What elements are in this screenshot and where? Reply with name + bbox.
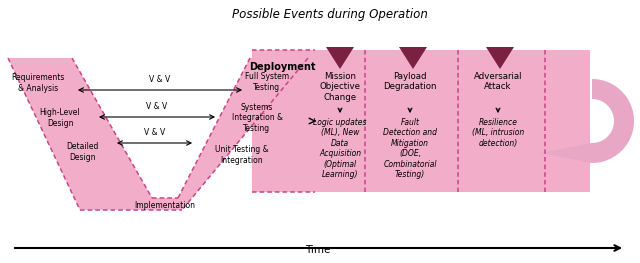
Text: Full System
Testing: Full System Testing	[245, 72, 289, 92]
Text: Logic updates
(ML), New
Data
Acquisition
(Optimal
Learning): Logic updates (ML), New Data Acquisition…	[313, 118, 367, 179]
Text: Deployment: Deployment	[249, 62, 316, 72]
Text: Time: Time	[305, 245, 331, 255]
Text: Systems
Integration &
Testing: Systems Integration & Testing	[232, 103, 282, 133]
Polygon shape	[8, 58, 308, 210]
Text: Requirements
& Analysis: Requirements & Analysis	[12, 73, 65, 93]
Text: V & V: V & V	[147, 102, 168, 111]
Text: Resilience
(ML, intrusion
detection): Resilience (ML, intrusion detection)	[472, 118, 524, 148]
Polygon shape	[326, 47, 354, 69]
Text: Adversarial
Attack: Adversarial Attack	[474, 72, 522, 92]
Text: Mission
Objective
Change: Mission Objective Change	[319, 72, 360, 102]
Text: Implementation: Implementation	[134, 201, 195, 210]
Text: Unit Testing &
Integration: Unit Testing & Integration	[215, 145, 269, 165]
Polygon shape	[399, 47, 427, 69]
Polygon shape	[252, 50, 315, 192]
Text: V & V: V & V	[144, 128, 165, 137]
Polygon shape	[315, 50, 590, 192]
Text: Detailed
Design: Detailed Design	[66, 142, 98, 162]
Text: High-Level
Design: High-Level Design	[40, 108, 80, 128]
Polygon shape	[486, 47, 514, 69]
Text: Payload
Degradation: Payload Degradation	[383, 72, 436, 92]
Text: Fault
Detection and
Mitigation
(DOE,
Combinatorial
Testing): Fault Detection and Mitigation (DOE, Com…	[383, 118, 437, 179]
Polygon shape	[540, 79, 634, 163]
Text: Possible Events during Operation: Possible Events during Operation	[232, 8, 428, 21]
Text: V & V: V & V	[149, 75, 171, 84]
